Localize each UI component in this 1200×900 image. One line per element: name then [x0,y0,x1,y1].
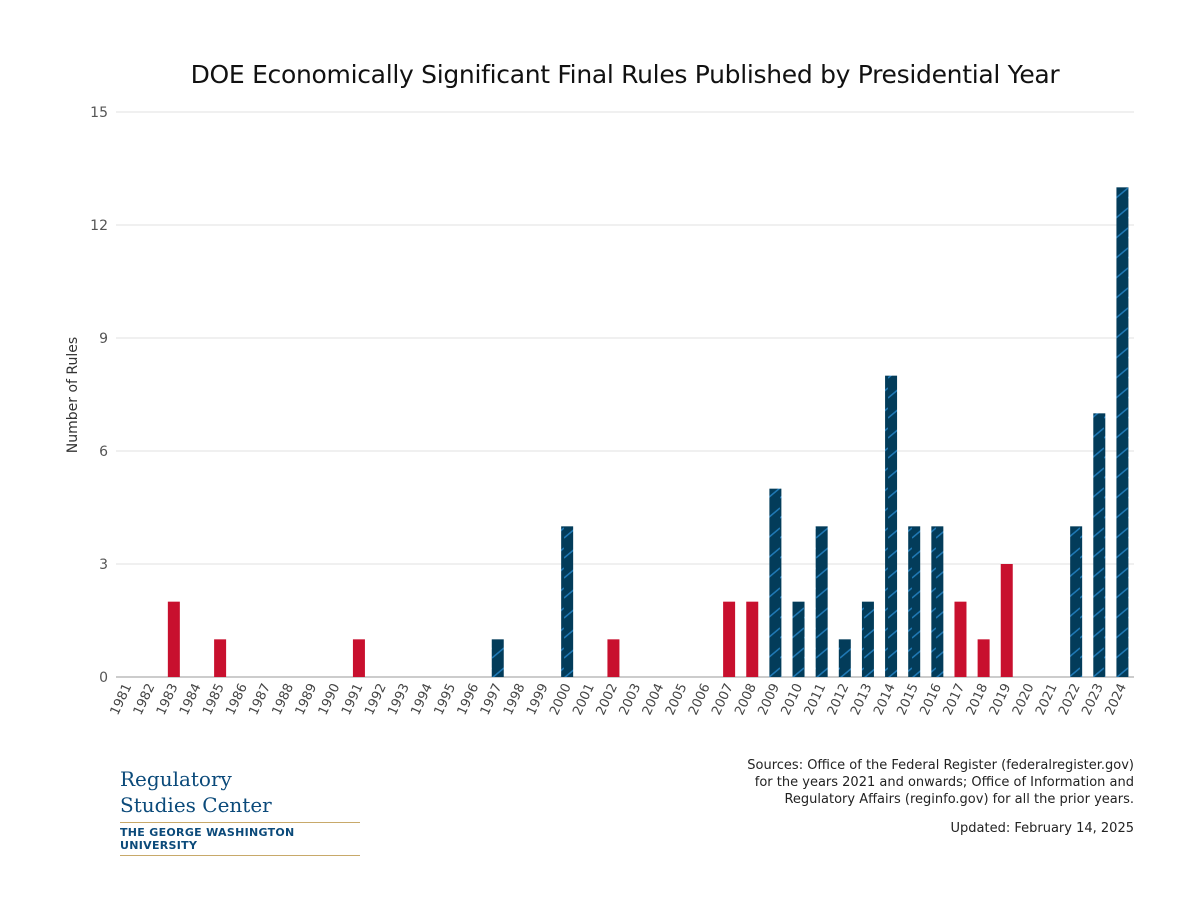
bar-2002 [607,639,620,677]
y-tick-label: 0 [99,670,108,686]
y-axis-label: Number of Rules [65,337,81,453]
bar-2014 [885,375,898,677]
y-tick-label: 12 [90,218,108,234]
bar-2009 [769,488,782,677]
bar-1985 [214,639,227,677]
x-tick-label: 2024 [1102,681,1130,717]
updated-date: Updated: February 14, 2025 [950,821,1134,836]
bar-1997 [491,639,504,677]
sources-note: Sources: Office of the Federal Register … [747,757,1134,808]
bar-2022 [1070,526,1083,677]
y-tick-label: 9 [99,331,108,347]
y-tick-label: 3 [99,557,108,573]
bar-1983 [167,601,180,677]
chart-title: DOE Economically Significant Final Rules… [190,60,1060,89]
bar-2019 [1000,564,1013,677]
bar-2008 [746,601,759,677]
y-tick-label: 6 [99,444,108,460]
rsc-logo: Regulatory Studies Center THE GEORGE WAS… [120,766,360,856]
logo-line: Regulatory [120,767,232,791]
bar-2000 [561,526,574,677]
bar-2023 [1093,413,1106,677]
logo-divider [120,822,360,823]
bar-2010 [792,601,805,677]
bar-2018 [977,639,990,677]
bar-2015 [908,526,921,677]
bar-2013 [861,601,874,677]
bar-2011 [815,526,828,677]
bar-2012 [838,639,851,677]
sources-line: for the years 2021 and onwards; Office o… [754,775,1134,790]
logo-university: THE GEORGE WASHINGTON UNIVERSITY [120,826,295,852]
bar-2024 [1116,187,1129,678]
logo-line: Studies Center [120,793,272,817]
sources-line: Sources: Office of the Federal Register … [747,758,1134,773]
bar-1991 [352,639,365,677]
sources-line: Regulatory Affairs (reginfo.gov) for all… [784,792,1134,807]
logo-divider [120,855,360,856]
bar-2016 [931,526,944,677]
bar-2007 [723,601,736,677]
bar-2017 [954,601,967,677]
y-tick-label: 15 [90,105,108,121]
